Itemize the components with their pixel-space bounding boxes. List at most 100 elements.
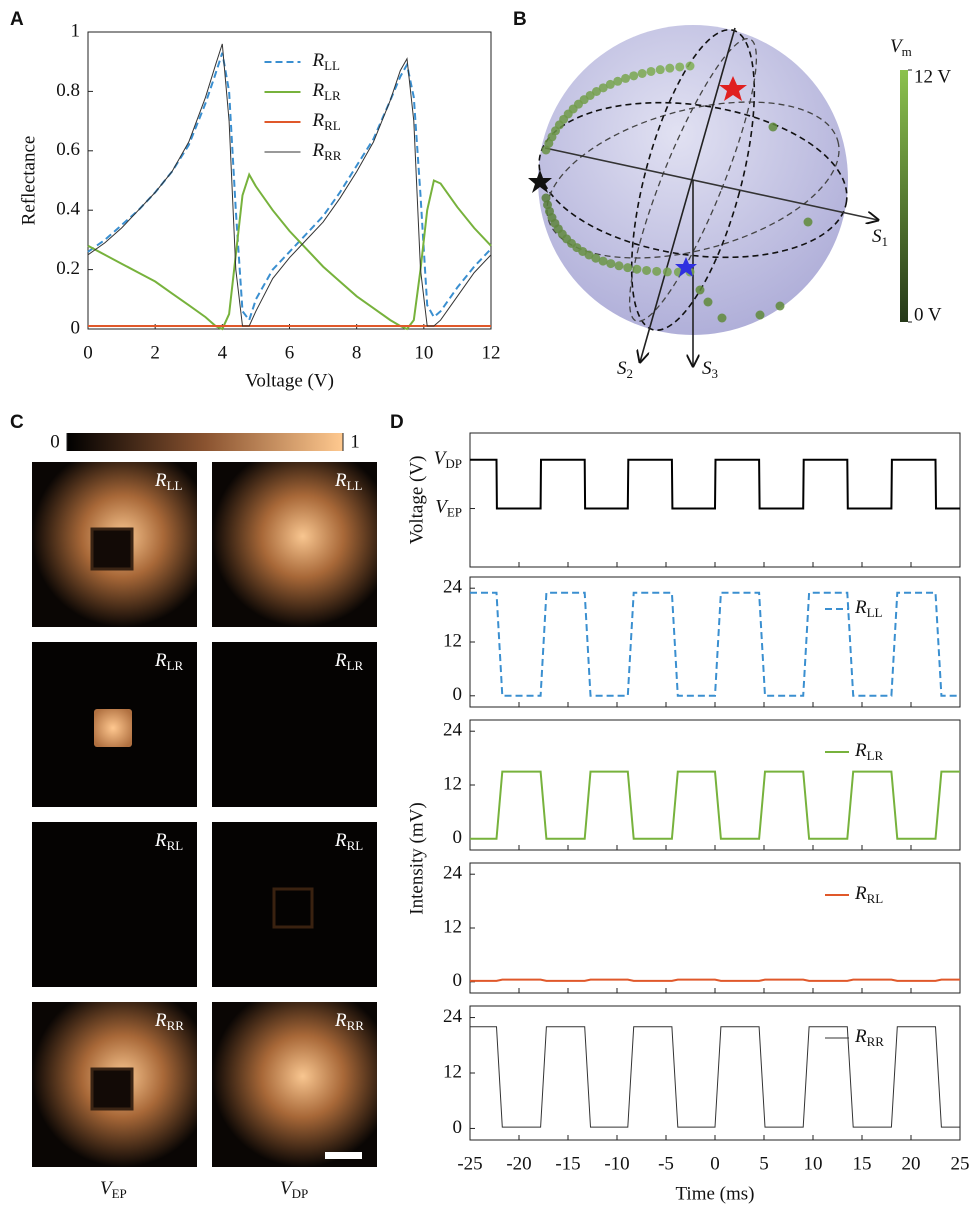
y-tick-label: 1 bbox=[71, 20, 81, 41]
x-tick-label: 4 bbox=[218, 342, 228, 363]
y-axis-label: Reflectance bbox=[18, 136, 39, 226]
plot-frame bbox=[470, 720, 960, 850]
panel-label: D bbox=[390, 412, 404, 433]
y-tick-label: 0 bbox=[71, 317, 81, 338]
y-tick-label: 24 bbox=[443, 863, 463, 884]
x-tick-label: 25 bbox=[951, 1153, 970, 1174]
x-tick-label: 20 bbox=[902, 1153, 921, 1174]
trajectory-dot bbox=[638, 69, 647, 78]
trajectory-dot bbox=[686, 62, 695, 71]
panel-label: B bbox=[513, 9, 527, 30]
y-tick-label: 0.8 bbox=[56, 80, 80, 101]
line bbox=[470, 1027, 960, 1127]
legend-label: RLL bbox=[854, 597, 883, 620]
trajectory-dot bbox=[756, 311, 765, 320]
legend-label: RLL bbox=[312, 50, 341, 73]
panel-label: A bbox=[10, 9, 24, 30]
colorbar-tick-label: 12 V bbox=[914, 66, 951, 87]
trajectory-dot bbox=[675, 62, 684, 71]
colorbar-tick-label: 1 bbox=[350, 431, 360, 452]
trajectory-dot bbox=[623, 263, 632, 272]
y-tick-label: 12 bbox=[443, 1061, 462, 1082]
y-tick-label: 12 bbox=[443, 773, 462, 794]
trajectory-dot bbox=[665, 64, 674, 73]
x-tick-label: -5 bbox=[658, 1153, 674, 1174]
line bbox=[470, 980, 960, 981]
trajectory-dot bbox=[642, 266, 651, 275]
x-tick-label: 5 bbox=[759, 1153, 769, 1174]
x-tick-label: -25 bbox=[457, 1153, 482, 1174]
figure: A B C D S1 S2 S3 Vm RLLRLLRLRRLRRRLRRLRR… bbox=[0, 0, 972, 1209]
column-label: VDP bbox=[280, 1178, 308, 1201]
y-tick-label: VEP bbox=[435, 497, 462, 520]
y-tick-label: 24 bbox=[443, 577, 463, 598]
legend-label: RLR bbox=[854, 740, 884, 763]
colorbar-label: Vm bbox=[890, 36, 912, 59]
sphere bbox=[528, 18, 908, 366]
y-tick-label: 0.4 bbox=[56, 199, 80, 220]
trajectory-dot bbox=[621, 74, 630, 83]
y-tick-label: 0 bbox=[453, 1117, 463, 1138]
line bbox=[470, 460, 960, 509]
scale-bar bbox=[325, 1152, 362, 1159]
x-tick-label: 12 bbox=[482, 342, 501, 363]
image-square bbox=[92, 529, 132, 569]
x-tick-label: 6 bbox=[285, 342, 295, 363]
column-label: VEP bbox=[100, 1178, 127, 1201]
trajectory-dot bbox=[704, 298, 713, 307]
trajectory-dot bbox=[718, 314, 727, 323]
x-tick-label: -15 bbox=[555, 1153, 580, 1174]
trajectory-dot bbox=[599, 257, 608, 266]
colorbar-tick-label: 0 V bbox=[914, 304, 942, 325]
colorbar-tick-label: 0 bbox=[50, 431, 60, 452]
y-tick-label: 0 bbox=[453, 684, 463, 705]
trajectory-dot bbox=[629, 71, 638, 80]
trajectory-dot bbox=[663, 267, 672, 276]
trajectory-dot bbox=[632, 265, 641, 274]
x-tick-label: 10 bbox=[804, 1153, 823, 1174]
trajectory-dot bbox=[615, 261, 624, 270]
x-tick-label: 0 bbox=[83, 342, 93, 363]
x-tick-label: 15 bbox=[853, 1153, 872, 1174]
trajectory-dot bbox=[776, 302, 785, 311]
panel-label: C bbox=[10, 412, 24, 433]
legend-label: RRL bbox=[312, 110, 341, 133]
axis-label: S2 bbox=[617, 358, 633, 381]
line bbox=[470, 772, 960, 839]
trajectory-dot bbox=[606, 259, 615, 268]
x-axis-label: Voltage (V) bbox=[245, 370, 334, 391]
y-axis-label: Voltage (V) bbox=[406, 456, 427, 545]
trajectory-dot bbox=[656, 65, 665, 74]
trajectory-dot bbox=[769, 123, 778, 132]
x-tick-label: 8 bbox=[352, 342, 362, 363]
y-tick-label: 12 bbox=[443, 630, 462, 651]
trajectory-dot bbox=[613, 77, 622, 86]
x-tick-label: -20 bbox=[506, 1153, 531, 1174]
axis-label: S1 bbox=[872, 226, 888, 249]
image-square bbox=[94, 709, 132, 747]
plot-frame bbox=[470, 863, 960, 993]
x-tick-label: 10 bbox=[414, 342, 433, 363]
legend-label: RRL bbox=[854, 883, 883, 906]
line bbox=[88, 44, 491, 326]
x-axis-label: Time (ms) bbox=[675, 1183, 754, 1204]
y-tick-label: 12 bbox=[443, 916, 462, 937]
colorbar bbox=[67, 433, 343, 451]
plot-frame bbox=[88, 32, 491, 329]
y-tick-label: 0.2 bbox=[56, 258, 80, 279]
x-tick-label: -10 bbox=[604, 1153, 629, 1174]
y-tick-label: 0 bbox=[453, 970, 463, 991]
x-tick-label: 0 bbox=[710, 1153, 720, 1174]
image-square bbox=[92, 1069, 132, 1109]
trajectory-dot bbox=[652, 267, 661, 276]
trajectory-dot bbox=[647, 67, 656, 76]
y-tick-label: 24 bbox=[443, 1006, 463, 1027]
legend-label: RRR bbox=[312, 140, 342, 163]
y-tick-label: VDP bbox=[434, 448, 462, 471]
y-tick-label: 0.6 bbox=[56, 139, 80, 160]
legend-label: RLR bbox=[312, 80, 342, 103]
trajectory-dot bbox=[804, 218, 813, 227]
legend-label: RRR bbox=[854, 1026, 884, 1049]
y-tick-label: 0 bbox=[453, 827, 463, 848]
y-axis-label: Intensity (mV) bbox=[406, 802, 427, 914]
